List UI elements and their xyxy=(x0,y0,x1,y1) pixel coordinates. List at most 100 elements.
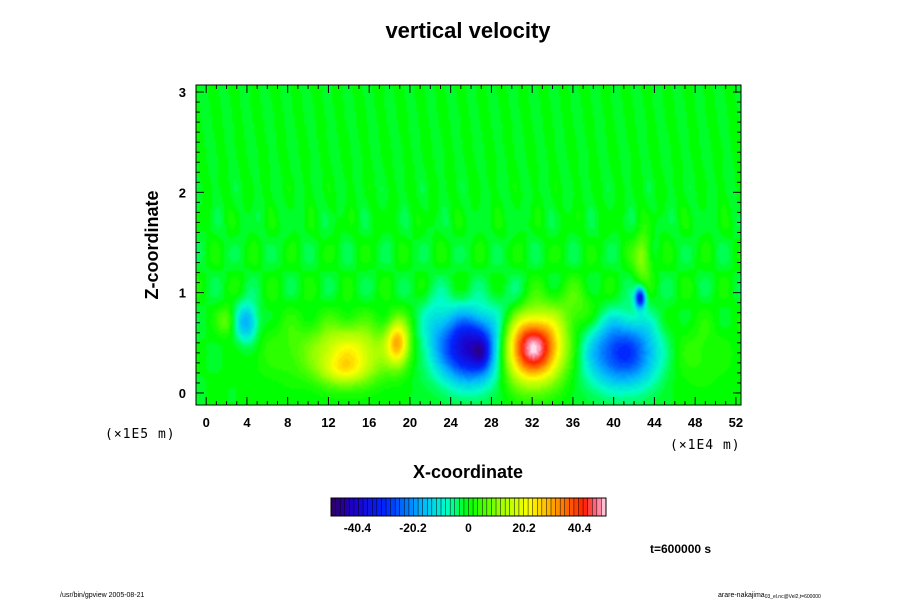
colorbar-swatch xyxy=(596,498,602,516)
colorbar-swatch xyxy=(386,498,391,516)
colorbar-swatch xyxy=(491,498,497,516)
colorbar-swatch xyxy=(408,498,414,516)
y-tick-label: 0 xyxy=(179,386,186,401)
colorbar-swatch xyxy=(367,498,373,516)
colorbar-swatch xyxy=(441,498,446,516)
x-tick-label: 20 xyxy=(403,415,417,430)
x-tick-label: 40 xyxy=(606,415,620,430)
colorbar-tick-label: 40.4 xyxy=(568,521,592,535)
chart-title: vertical velocity xyxy=(385,18,551,43)
colorbar-swatch xyxy=(523,498,529,516)
x-tick-label: 4 xyxy=(243,415,251,430)
colorbar-tick-label: -40.4 xyxy=(344,521,372,535)
colorbar-swatch xyxy=(583,498,588,516)
colorbar-swatch xyxy=(578,498,584,516)
colorbar-swatch xyxy=(496,498,501,516)
colorbar-swatch xyxy=(468,498,474,516)
colorbar-swatch xyxy=(486,498,492,516)
time-label: t=600000 s xyxy=(650,542,711,556)
colorbar: -40.4 -20.2 0 20.2 40.4 xyxy=(330,497,607,535)
colorbar-swatch xyxy=(528,498,533,516)
y-axis-label: Z-coordinate xyxy=(142,190,162,299)
colorbar-swatch xyxy=(376,498,382,516)
colorbar-swatch xyxy=(363,498,368,516)
colorbar-swatch xyxy=(518,498,524,516)
colorbar-swatch xyxy=(541,498,547,516)
footer-right: arare-nakajima03_el.nc@Vel2,t=600000 xyxy=(718,592,821,600)
x-tick-label: 0 xyxy=(203,415,210,430)
footer-left: /usr/bin/gpview 2005-08-21 xyxy=(60,592,145,599)
colorbar-swatch xyxy=(344,498,350,516)
colorbar-swatch xyxy=(532,498,538,516)
colorbar-swatch xyxy=(454,498,460,516)
colorbar-swatch xyxy=(399,498,405,516)
x-tick-label: 24 xyxy=(443,415,458,430)
y-tick-label: 1 xyxy=(179,286,186,301)
colorbar-swatch xyxy=(564,498,570,516)
colorbar-swatch xyxy=(592,498,598,516)
footer-right-main: arare-nakajima xyxy=(718,592,765,599)
y-tick-label: 3 xyxy=(179,85,186,100)
y-scale-note: (×1E5 m) xyxy=(105,427,176,442)
colorbar-swatch xyxy=(427,498,433,516)
colorbar-swatch xyxy=(573,498,579,516)
colorbar-swatch xyxy=(601,498,607,516)
colorbar-swatch xyxy=(587,498,593,516)
colorbar-swatch xyxy=(482,498,488,516)
colorbar-swatch xyxy=(473,498,478,516)
colorbar-swatch xyxy=(505,498,511,516)
colorbar-frame xyxy=(330,497,607,517)
colorbar-swatch xyxy=(560,498,566,516)
colorbar-swatch xyxy=(413,498,419,516)
colorbar-swatch xyxy=(418,498,423,516)
colorbar-swatch xyxy=(436,498,442,516)
colorbar-tick-label: 0 xyxy=(465,521,472,535)
x-tick-label: 32 xyxy=(525,415,539,430)
colorbar-swatch xyxy=(551,498,556,516)
colorbar-swatch xyxy=(395,498,401,516)
colorbar-swatch xyxy=(569,498,575,516)
x-tick-label: 44 xyxy=(647,415,662,430)
colorbar-swatch xyxy=(477,498,483,516)
colorbar-swatch xyxy=(353,498,359,516)
colorbar-swatch xyxy=(331,498,336,516)
colorbar-swatch xyxy=(546,498,552,516)
colorbar-swatch xyxy=(381,498,387,516)
x-tick-label: 52 xyxy=(729,415,743,430)
y-axis: 0 1 2 3 xyxy=(179,85,741,401)
x-tick-label: 16 xyxy=(362,415,376,430)
colorbar-swatch xyxy=(450,498,456,516)
x-tick-label: 8 xyxy=(284,415,291,430)
colorbar-swatch xyxy=(537,498,543,516)
colorbar-swatch xyxy=(500,498,506,516)
heatmap-field xyxy=(196,85,741,405)
x-scale-note: (×1E4 m) xyxy=(670,438,741,453)
x-axis-label: X-coordinate xyxy=(413,462,523,482)
colorbar-swatch xyxy=(340,498,346,516)
colorbar-swatch xyxy=(445,498,451,516)
colorbar-swatch xyxy=(372,498,378,516)
x-tick-label: 12 xyxy=(321,415,335,430)
colorbar-swatch xyxy=(349,498,355,516)
colorbar-tick-label: 20.2 xyxy=(512,521,536,535)
colorbar-swatch xyxy=(463,498,469,516)
footer-right-sub: 03_el.nc@Vel2,t=600000 xyxy=(765,594,821,600)
colorbar-swatch xyxy=(335,498,341,516)
colorbar-swatch xyxy=(459,498,465,516)
y-tick-label: 2 xyxy=(179,185,186,200)
colorbar-swatch xyxy=(358,498,364,516)
colorbar-swatch xyxy=(390,498,396,516)
plot-frame xyxy=(195,84,742,406)
x-tick-label: 36 xyxy=(566,415,580,430)
colorbar-tick-label: -20.2 xyxy=(399,521,427,535)
x-axis: 0 4 8 12 16 20 24 28 32 36 40 44 48 52 xyxy=(203,85,743,430)
colorbar-swatch xyxy=(431,498,437,516)
colorbar-swatch xyxy=(422,498,428,516)
colorbar-swatch xyxy=(404,498,410,516)
x-tick-label: 28 xyxy=(484,415,498,430)
colorbar-swatch xyxy=(509,498,515,516)
colorbar-swatch xyxy=(555,498,561,516)
colorbar-swatch xyxy=(514,498,520,516)
